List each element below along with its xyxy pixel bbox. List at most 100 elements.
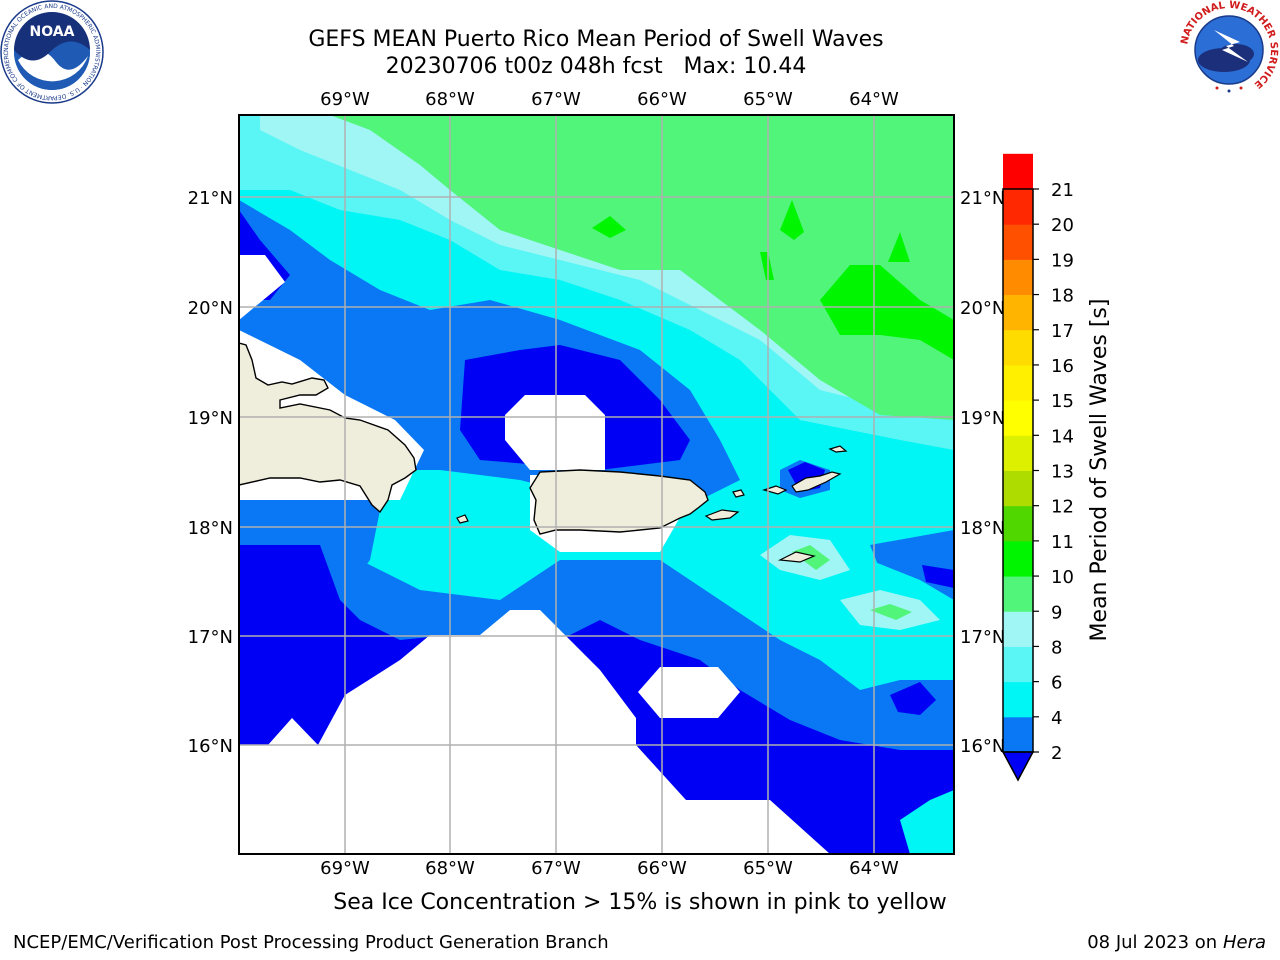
colorbar-bin <box>1003 259 1033 296</box>
swell-zone-10-11-se <box>870 604 912 620</box>
lon-tick-label: 64°W <box>849 89 899 110</box>
hispaniola-land <box>239 342 417 514</box>
anegada-island <box>828 445 848 453</box>
lat-ticks-right: 21°N 20°N 19°N 18°N 17°N 16°N <box>960 188 1005 757</box>
colorbar-tick-label: 20 <box>1051 215 1074 236</box>
colorbar-tick-label: 19 <box>1051 250 1074 271</box>
colorbar-bin <box>1003 716 1033 753</box>
colorbar-tick-label: 13 <box>1051 462 1074 483</box>
colorbar-tick-label: 4 <box>1051 708 1062 729</box>
lat-ticks-left: 21°N 20°N 19°N 18°N 17°N 16°N <box>188 188 233 757</box>
map-area <box>239 115 954 854</box>
footer-date-text: 08 Jul 2023 on <box>1087 932 1218 953</box>
colorbar-bin <box>1003 611 1033 647</box>
colorbar-tick-label: 10 <box>1051 567 1074 588</box>
lat-tick-label: 21°N <box>960 188 1005 209</box>
colorbar-tick-label: 16 <box>1051 356 1074 377</box>
swell-zone-6-8-se <box>900 790 954 854</box>
lon-tick-label: 65°W <box>743 89 793 110</box>
no-data-area-2 <box>505 395 605 470</box>
colorbar-tick-label: 18 <box>1051 286 1074 307</box>
lon-ticks-bottom: 69°W 68°W 67°W 66°W 65°W 64°W <box>320 858 899 879</box>
lon-tick-label: 66°W <box>637 858 687 879</box>
colorbar-tick-label: 17 <box>1051 321 1074 342</box>
lat-tick-label: 21°N <box>188 188 233 209</box>
colorbar-under-extension <box>1001 751 1035 782</box>
colorbar-bin <box>1003 470 1033 507</box>
lon-tick-label: 66°W <box>637 89 687 110</box>
gridlines <box>239 115 954 854</box>
colorbar-tick-label: 11 <box>1051 532 1074 553</box>
chart-subtitle: 20230706 t00z 048h fcst Max: 10.44 <box>385 54 807 79</box>
colorbar-bin <box>1003 576 1033 612</box>
colorbar-bin <box>1003 153 1033 190</box>
lat-tick-label: 20°N <box>188 298 233 319</box>
lat-tick-label: 17°N <box>188 627 233 648</box>
puerto-rico-land <box>529 469 709 535</box>
st-croix-island <box>777 551 816 563</box>
lon-tick-label: 65°W <box>743 858 793 879</box>
colorbar-bin <box>1003 540 1033 577</box>
lon-tick-label: 64°W <box>849 858 899 879</box>
colorbar-title: Mean Period of Swell Waves [s] <box>1087 299 1112 642</box>
footer-credit: NCEP/EMC/Verification Post Processing Pr… <box>13 932 609 953</box>
map-frame <box>238 114 955 855</box>
swell-zone-11-12c <box>592 216 626 238</box>
lat-tick-label: 18°N <box>188 518 233 539</box>
colorbar-bin <box>1003 400 1033 436</box>
lon-ticks-top: 69°W 68°W 67°W 66°W 65°W 64°W <box>320 89 899 110</box>
colorbar-bin <box>1003 294 1033 331</box>
no-data-area-6 <box>638 667 740 718</box>
svg-text:NOAA: NOAA <box>30 24 75 40</box>
st-thomas-island <box>761 485 788 495</box>
footer-date: 08 Jul 2023 on Hera <box>1087 932 1266 953</box>
colorbar-bin <box>1003 435 1033 471</box>
nws-logo: NATIONAL WEATHER SERVICE <box>1179 0 1279 99</box>
footer-machine: Hera <box>1222 932 1266 953</box>
lon-tick-label: 69°W <box>320 858 370 879</box>
swell-zone-2-4-east2 <box>922 565 954 588</box>
lat-tick-label: 18°N <box>960 518 1005 539</box>
swell-zone-11-12b <box>780 200 804 240</box>
noaa-logo: NATIONAL OCEANIC AND ATMOSPHERIC ADMINIS… <box>0 0 104 104</box>
colorbar-tick-label: 9 <box>1051 602 1062 623</box>
lon-tick-label: 69°W <box>320 89 370 110</box>
colorbar-bin <box>1003 189 1033 225</box>
swell-zone-2-4-east <box>890 682 936 715</box>
lat-tick-label: 19°N <box>188 408 233 429</box>
lat-tick-label: 20°N <box>960 298 1005 319</box>
colorbar-bin <box>1003 329 1033 366</box>
swell-zone-10-11 <box>330 115 954 420</box>
swell-zone-11-12 <box>820 265 954 360</box>
vieques-island <box>704 509 740 521</box>
lon-tick-label: 67°W <box>531 858 581 879</box>
lon-tick-label: 67°W <box>531 89 581 110</box>
colorbar-bin <box>1003 364 1033 401</box>
mona-island <box>456 514 469 524</box>
colorbar: 2 4 6 8 9 10 11 12 13 14 15 16 17 18 19 20 21 <box>1001 153 1074 782</box>
swell-zone-11-12d <box>888 232 910 262</box>
lat-tick-label: 19°N <box>960 408 1005 429</box>
no-data-area <box>239 255 285 320</box>
colorbar-bin <box>1003 224 1033 260</box>
colorbar-tick-label: 8 <box>1051 637 1062 658</box>
colorbar-tick-label: 6 <box>1051 673 1062 694</box>
colorbar-bin <box>1003 646 1033 683</box>
lon-tick-label: 68°W <box>425 89 475 110</box>
colorbar-tick-label: 2 <box>1051 743 1062 764</box>
lon-tick-label: 68°W <box>425 858 475 879</box>
lat-tick-label: 17°N <box>960 627 1005 648</box>
colorbar-tick-label: 21 <box>1051 180 1074 201</box>
swell-zone-6-8-south <box>640 520 954 680</box>
culebra-island <box>732 489 745 498</box>
colorbar-bin <box>1003 681 1033 718</box>
lat-tick-label: 16°N <box>188 736 233 757</box>
bvi-islands <box>791 471 842 493</box>
sea-ice-note: Sea Ice Concentration > 15% is shown in … <box>333 890 947 915</box>
colorbar-tick-label: 15 <box>1051 391 1074 412</box>
lat-tick-label: 16°N <box>960 736 1005 757</box>
swell-zone-11-12e <box>760 252 774 280</box>
colorbar-tick-label: 12 <box>1051 497 1074 518</box>
colorbar-tick-label: 14 <box>1051 426 1074 447</box>
